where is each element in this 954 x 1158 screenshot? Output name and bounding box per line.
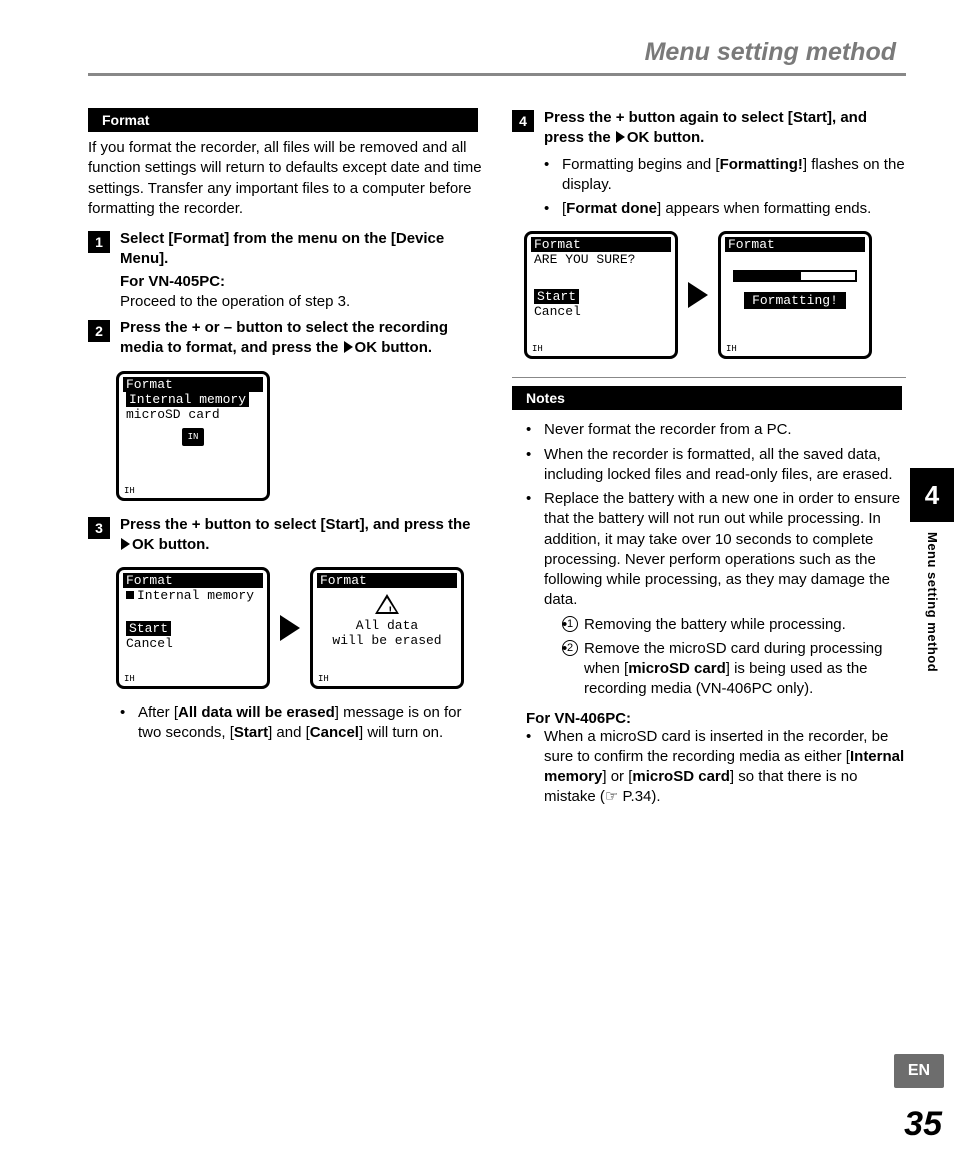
step1-sub: For VN-405PC: Proceed to the operation o… <box>120 272 482 313</box>
right-column: 4 Press the + button again to select [St… <box>512 108 906 818</box>
lcd-group-2: Format Internal memory Start Cancel IH F… <box>116 567 482 689</box>
list-item: Formatting begins and [Formatting!] flas… <box>544 155 906 196</box>
page-number: 35 <box>904 1105 942 1144</box>
step-4: 4 Press the + button again to select [St… <box>512 108 906 149</box>
arrow-right-icon <box>688 282 708 308</box>
lcd-group-3: Format ARE YOU SURE? Start Cancel IH For… <box>524 231 906 359</box>
step3-text: Press the + button to select [Start], an… <box>120 515 482 556</box>
list-item: When the recorder is formatted, all the … <box>526 445 906 486</box>
play-icon <box>344 341 353 353</box>
list-item: Replace the battery with a new one in or… <box>526 489 906 700</box>
play-icon <box>121 538 130 550</box>
step-number: 1 <box>88 231 110 253</box>
lcd-formatting: Format Formatting! IH <box>718 231 872 359</box>
lcd-are-you-sure: Format ARE YOU SURE? Start Cancel IH <box>524 231 678 359</box>
notes-list: Never format the recorder from a PC. Whe… <box>512 420 906 807</box>
notes-section-label: Notes <box>512 386 902 410</box>
step-2: 2 Press the + or – button to select the … <box>88 318 482 359</box>
page-header-title: Menu setting method <box>88 38 906 73</box>
list-item: 1Removing the battery while processing. <box>562 615 906 635</box>
lcd-group-1: Format Internal memory microSD card IN I… <box>116 371 482 501</box>
step-3: 3 Press the + button to select [Start], … <box>88 515 482 556</box>
step4-bullets: Formatting begins and [Formatting!] flas… <box>544 155 906 220</box>
language-badge: EN <box>894 1054 944 1088</box>
play-icon <box>616 131 625 143</box>
step-1: 1 Select [Format] from the menu on the [… <box>88 229 482 312</box>
for-vn406pc-label: For VN-406PC: <box>526 710 906 727</box>
lcd-start-cancel: Format Internal memory Start Cancel IH <box>116 567 270 689</box>
list-item: When a microSD card is inserted in the r… <box>526 727 906 808</box>
step-number: 2 <box>88 320 110 342</box>
content-columns: Format If you format the recorder, all f… <box>88 108 906 818</box>
chapter-tab: 4 <box>910 468 954 522</box>
format-intro-text: If you format the recorder, all files wi… <box>88 138 482 219</box>
left-column: Format If you format the recorder, all f… <box>88 108 482 818</box>
list-item: [Format done] appears when formatting en… <box>544 199 906 219</box>
block-icon <box>126 591 134 599</box>
in-badge-icon: IN <box>182 428 204 446</box>
step1-text: Select [Format] from the menu on the [De… <box>120 230 444 267</box>
step3-note-list: After [All data will be erased] message … <box>120 703 482 744</box>
lcd-format-media: Format Internal memory microSD card IN I… <box>116 371 270 501</box>
lcd-all-data-erased: Format ! All data will be erased IH <box>310 567 464 689</box>
header-rule <box>88 73 906 76</box>
progress-bar <box>733 270 857 282</box>
list-item: Never format the recorder from a PC. <box>526 420 906 440</box>
circled-1-icon: 1 <box>562 616 578 632</box>
step-number: 4 <box>512 110 534 132</box>
circled-2-icon: 2 <box>562 640 578 656</box>
step2-text: Press the + or – button to select the re… <box>120 318 482 359</box>
side-section-label: Menu setting method <box>925 532 940 672</box>
step-number: 3 <box>88 517 110 539</box>
list-item: 2Remove the microSD card during processi… <box>562 639 906 700</box>
arrow-right-icon <box>280 615 300 641</box>
divider <box>512 377 906 378</box>
format-section-label: Format <box>88 108 478 132</box>
list-item: After [All data will be erased] message … <box>120 703 482 744</box>
step4-text: Press the + button again to select [Star… <box>544 108 906 149</box>
